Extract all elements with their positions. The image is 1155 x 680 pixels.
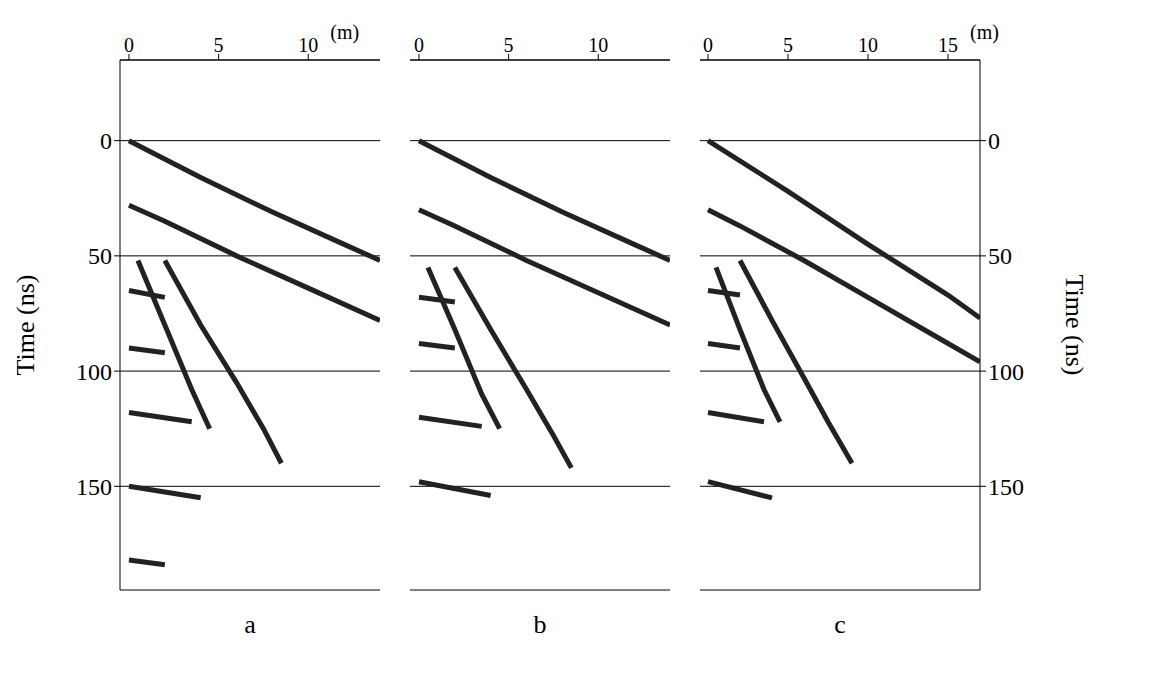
svg-text:0: 0 <box>124 34 134 56</box>
html-text:b: b <box>533 610 547 639</box>
svg-text:10: 10 <box>858 34 878 56</box>
html-text:(m): (m) <box>970 21 999 43</box>
svg-text:100: 100 <box>76 359 112 385</box>
svg-text:10: 10 <box>588 34 608 56</box>
svg-text:150: 150 <box>988 474 1024 500</box>
svg-text:15: 15 <box>938 34 958 56</box>
svg-text:0: 0 <box>414 34 424 56</box>
svg-text:Time (ns): Time (ns) <box>11 275 40 376</box>
svg-text:0: 0 <box>703 34 713 56</box>
svg-text:100: 100 <box>988 359 1024 385</box>
svg-text:50: 50 <box>88 243 112 269</box>
html-text:c: c <box>834 610 846 639</box>
svg-text:Time (ns): Time (ns) <box>1060 275 1089 376</box>
html-text:(m): (m) <box>330 21 360 43</box>
svg-text:5: 5 <box>783 34 793 56</box>
svg-text:5: 5 <box>504 34 514 56</box>
svg-text:0: 0 <box>100 128 112 154</box>
html-text:a: a <box>244 610 256 639</box>
svg-text:10: 10 <box>298 34 318 56</box>
svg-text:50: 50 <box>988 243 1012 269</box>
svg-text:150: 150 <box>76 474 112 500</box>
svg-text:0: 0 <box>988 128 1000 154</box>
svg-text:5: 5 <box>214 34 224 56</box>
